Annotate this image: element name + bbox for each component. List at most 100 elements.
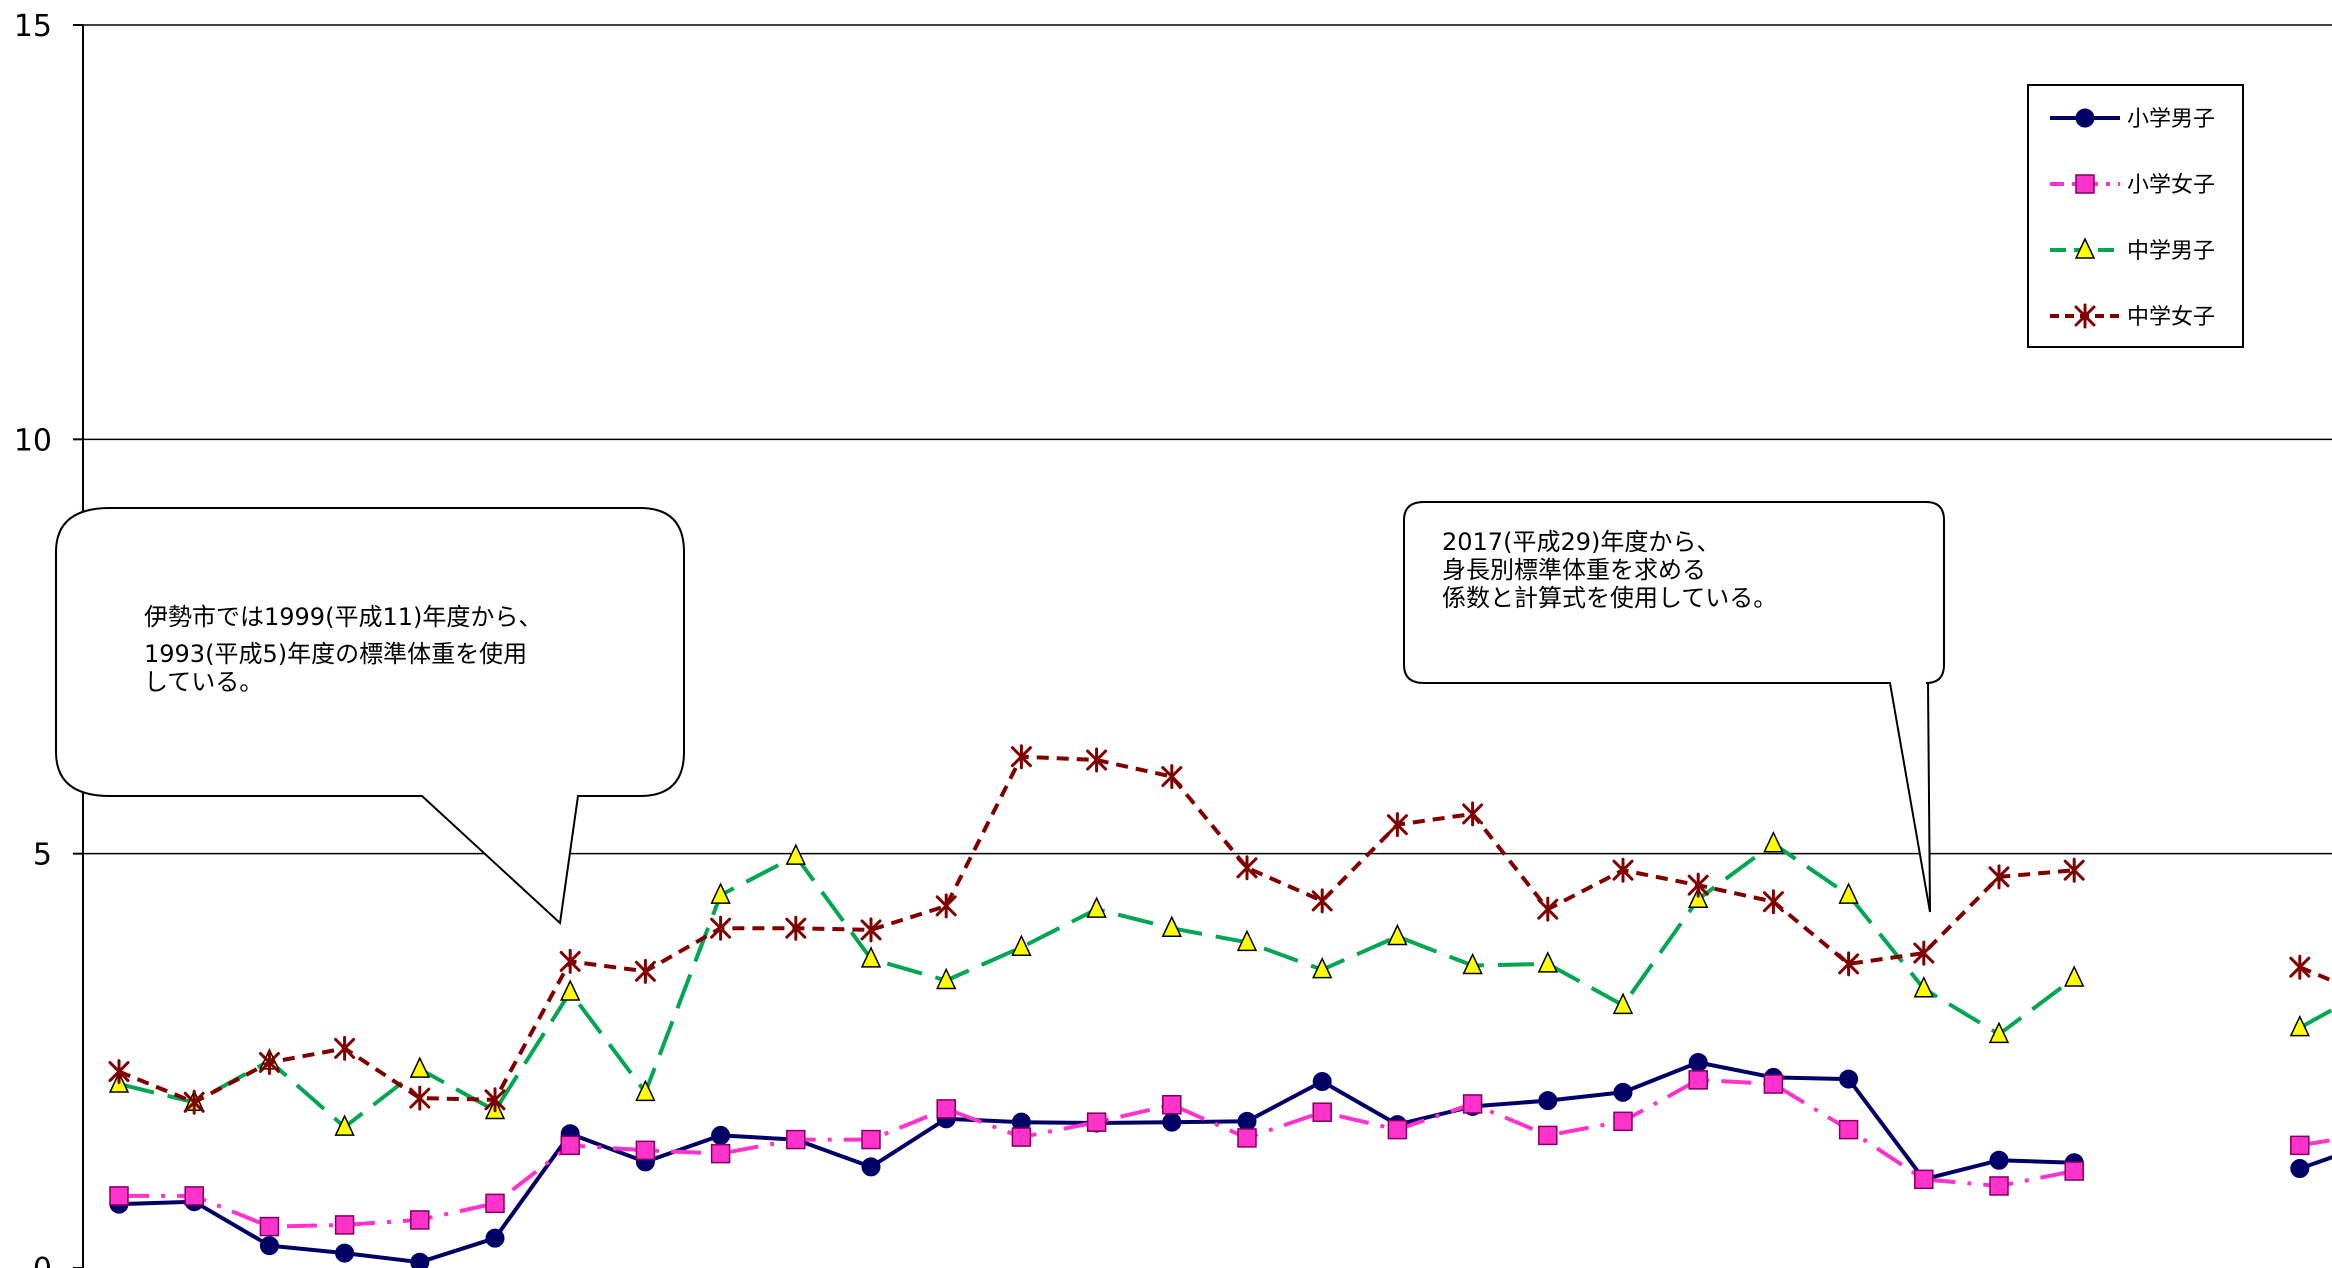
callout-2017-line-1: 2017(平成29)年度から、 (1442, 528, 1720, 556)
series-1-point-26 (1989, 1150, 2009, 1170)
legend-marker-1 (2075, 108, 2095, 128)
series-3 (108, 830, 2332, 1136)
series-3-point-21 (1612, 992, 1634, 1015)
series-1-point-3 (259, 1236, 279, 1256)
callout-2017-line-2: 身長別標準体重を求める (1442, 556, 1706, 584)
series-1-point-22 (1688, 1052, 1708, 1072)
series-4-point-22 (1687, 872, 1709, 898)
callout-2017: 2017(平成29)年度から、 身長別標準体重を求める 係数と計算式を使用してい… (1403, 501, 1945, 913)
series-1-point-4 (335, 1243, 355, 1263)
series-2-point-26 (1989, 1176, 2009, 1196)
callout-1999: 伊勢市では1999(平成11)年度から、 1993(平成5)年度の標準体重を使用… (55, 507, 685, 926)
series-3-point-26 (1988, 1021, 2010, 1044)
series-3-point-7 (560, 979, 581, 1001)
y-tick-label-10: 10 (14, 423, 52, 458)
y-axis-ticks: 0 5 10 15 (14, 9, 83, 1268)
series-3-point-24 (1838, 882, 1859, 904)
series-2-point-5 (410, 1210, 430, 1230)
legend-item-4: 中学女子 (2050, 303, 2215, 330)
series-3-point-25 (1913, 975, 1934, 998)
series-2-point-4 (334, 1215, 355, 1235)
series-2-point-24 (1838, 1119, 1859, 1140)
series-1-point-20 (1538, 1091, 1558, 1111)
legend-marker-2 (2075, 174, 2095, 194)
y-tick-label-5: 5 (33, 838, 52, 873)
legend-item-2: 小学女子 (2050, 173, 2215, 198)
series-3-point-9 (710, 882, 731, 904)
series-2-point-14 (1086, 1112, 1107, 1132)
series-3-point-15 (1161, 915, 1182, 937)
series-2-point-21 (1613, 1111, 1633, 1132)
y-tick-label-0: 0 (33, 1252, 52, 1268)
series-1-point-16 (1237, 1111, 1257, 1131)
series-4-point-21 (1612, 857, 1634, 883)
series-4-point-6 (484, 1087, 506, 1113)
series-2-point-16 (1237, 1128, 1257, 1148)
y-tick-label-15: 15 (14, 9, 52, 44)
series-1-point-5 (410, 1252, 430, 1268)
series-2-point-23 (1763, 1074, 1784, 1094)
series-layer (108, 744, 2332, 1268)
series-3-point-17 (1312, 956, 1333, 979)
series-4-point-16 (1236, 855, 1258, 881)
series-3-point-13 (1011, 934, 1032, 957)
series-4-point-10 (785, 915, 807, 941)
series-3-point-20 (1537, 951, 1558, 973)
series-1-point-9 (711, 1125, 731, 1145)
series-4-point-9 (710, 915, 732, 941)
series-4-point-27 (2063, 857, 2085, 883)
series-2-point-18 (1387, 1119, 1408, 1140)
series-2-point-11 (861, 1129, 881, 1150)
series-3-point-12 (936, 967, 957, 990)
legend-marker-3 (2074, 237, 2096, 259)
series-3-point-5 (409, 1056, 430, 1078)
series-3-point-23 (1763, 830, 1784, 853)
series-4-point-20 (1537, 896, 1559, 922)
series-2-point-10 (786, 1129, 806, 1150)
series-4-point-8 (634, 958, 656, 984)
legend-label-1: 小学男子 (2127, 107, 2215, 132)
callout-1999-line-1: 伊勢市では1999(平成11)年度から、 (144, 603, 542, 631)
series-3-point-27 (2064, 965, 2085, 987)
series-1-point-17 (1312, 1072, 1332, 1092)
series-4-point-13 (1010, 744, 1032, 770)
series-4-point-3 (258, 1049, 280, 1075)
series-1-point-11 (861, 1157, 881, 1177)
series-2-point-3 (259, 1216, 280, 1237)
series-4 (108, 744, 2332, 1115)
series-4-point-14 (1086, 747, 1108, 773)
series-4-point-18 (1386, 812, 1408, 838)
series-3-point-10 (785, 843, 806, 865)
series-3-point-19 (1462, 952, 1483, 975)
series-4-point-5 (409, 1085, 431, 1111)
series-3-point-11 (860, 946, 882, 968)
series-2-point-8 (635, 1140, 656, 1161)
series-2-point-12 (936, 1099, 956, 1119)
series-3-point-18 (1387, 923, 1408, 946)
series-4-point-19 (1462, 801, 1484, 827)
legend-marker-4 (2074, 303, 2096, 329)
legend-label-4: 中学女子 (2127, 305, 2215, 330)
series-4-point-4 (334, 1035, 356, 1061)
gridlines (83, 24, 2332, 855)
series-4-point-23 (1762, 889, 1784, 915)
series-4-point-17 (1311, 888, 1333, 914)
series-2-point-30 (2290, 1135, 2310, 1156)
series-1-point-15 (1162, 1112, 1182, 1132)
series-2 (109, 1070, 2332, 1237)
series-4-point-30 (2289, 954, 2311, 980)
series-4-point-15 (1161, 764, 1183, 790)
series-1-point-6 (485, 1228, 505, 1248)
series-3-point-4 (334, 1114, 355, 1136)
series-4-point-25 (1913, 940, 1935, 966)
series-4-point-24 (1838, 951, 1860, 977)
series-3-point-16 (1236, 929, 1258, 952)
series-2-point-13 (1011, 1127, 1032, 1147)
series-2-point-2 (184, 1186, 204, 1206)
series-4-point-26 (1988, 864, 2010, 890)
series-3-point-22 (1688, 886, 1709, 908)
series-2-point-22 (1688, 1070, 1708, 1090)
series-2-line (119, 1077, 2332, 1229)
